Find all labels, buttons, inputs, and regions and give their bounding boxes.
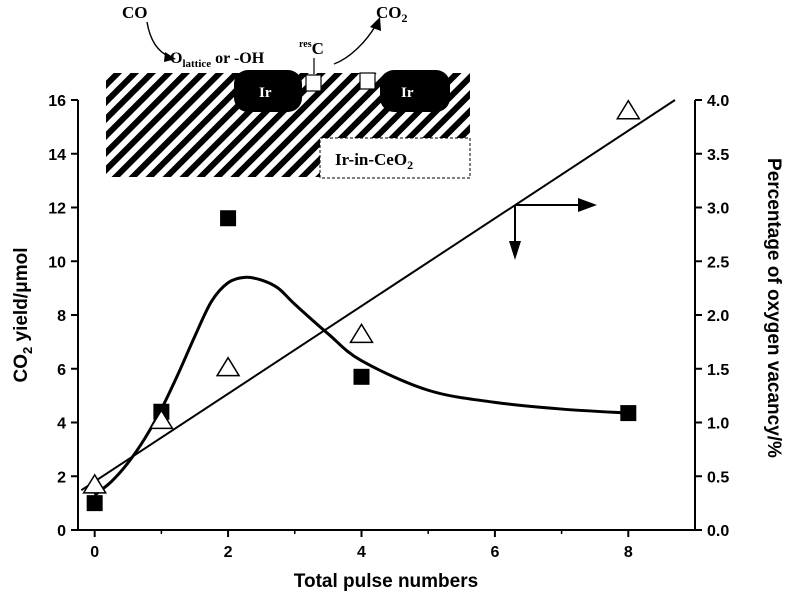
inset-ir-particle-left	[234, 70, 302, 112]
inset-support-label-box	[319, 137, 471, 179]
inset-arrow-co-in	[146, 21, 171, 58]
x-tick-label: 4	[357, 544, 366, 561]
linear-fit-line	[80, 99, 676, 492]
x-axis-title: Total pulse numbers	[294, 571, 478, 592]
x-tick-label: 6	[490, 544, 499, 561]
fit-line-group	[80, 99, 676, 492]
left-y-tick-label: 2	[57, 469, 66, 486]
left-y-tick-label: 14	[48, 147, 66, 164]
left-y-tick-label: 6	[57, 362, 66, 379]
right-y-tick-label: 3.5	[707, 147, 729, 164]
left-y-axis-ticks: 0 2 4 6 8 10 12 14 16	[48, 93, 78, 540]
triangle-data-point	[215, 356, 241, 377]
inset-schematic: Ir-in-CeO2 Ir Ir CO Olattice or -OH resC…	[106, 3, 471, 179]
square-data-point	[86, 495, 103, 512]
left-y-tick-label: 4	[57, 416, 66, 433]
left-y-axis-title: CO2 yield/μmol	[11, 248, 35, 383]
right-y-tick-label: 4.0	[707, 93, 729, 110]
square-data-point	[353, 368, 370, 385]
inset-arrow-co2-out	[333, 24, 377, 65]
triangle-data-point	[149, 408, 174, 430]
left-y-tick-label: 0	[57, 523, 66, 540]
right-y-axis-ticks: 0.0 0.5 1.0 1.5 2.0 2.5 3.0 3.5 4.0	[695, 93, 729, 540]
right-y-tick-label: 1.5	[707, 362, 729, 379]
arrowhead-right	[578, 198, 597, 212]
right-y-tick-label: 3.0	[707, 201, 729, 218]
arrowhead-down	[509, 241, 521, 260]
x-tick-label: 0	[90, 544, 99, 561]
right-y-tick-label: 2.0	[707, 308, 729, 325]
inset-product-co2: CO2	[376, 3, 408, 25]
right-y-axis-title: Percentage of oxygen vacancy/%	[763, 158, 784, 458]
square-data-point	[220, 210, 237, 227]
right-y-tick-label: 0.0	[707, 523, 729, 540]
left-y-tick-label: 10	[48, 254, 66, 271]
inset-ir-label-right: Ir	[401, 85, 414, 101]
inset-reactant-co: CO	[122, 3, 148, 22]
left-y-tick-label: 16	[48, 93, 66, 110]
inset-residual-carbon-label: resC	[299, 39, 324, 58]
triangle-data-point	[349, 322, 374, 344]
right-y-tick-label: 1.0	[707, 416, 729, 433]
left-y-tick-label: 12	[48, 201, 66, 218]
right-y-tick-label: 0.5	[707, 469, 729, 486]
triangle-data-point	[82, 473, 108, 494]
inset-arrowhead-co-in	[164, 52, 176, 62]
fit-curve-group	[93, 275, 629, 497]
inset-ir-label-left: Ir	[259, 85, 272, 101]
series-open-triangles	[82, 99, 641, 494]
triangle-data-point	[615, 99, 641, 120]
square-data-point	[620, 405, 637, 422]
inset-ir-particle-right	[380, 70, 450, 112]
left-y-tick-label: 8	[57, 308, 66, 325]
inset-residual-carbon-site	[305, 74, 322, 92]
axis-indicator-arrows	[509, 198, 597, 260]
right-y-tick-label: 2.5	[707, 254, 729, 271]
x-tick-label: 2	[224, 544, 233, 561]
inset-arrowhead-co2-out	[370, 17, 381, 31]
x-tick-label: 8	[624, 544, 633, 561]
series-filled-squares	[86, 210, 637, 512]
inset-vacancy-site	[359, 72, 376, 90]
inset-oxygen-source: Olattice or -OH	[170, 50, 265, 70]
x-axis-ticks: 0 2 4 6 8	[90, 530, 633, 561]
smooth-fit-curve	[93, 275, 629, 497]
inset-support-label: Ir-in-CeO2	[335, 150, 413, 172]
